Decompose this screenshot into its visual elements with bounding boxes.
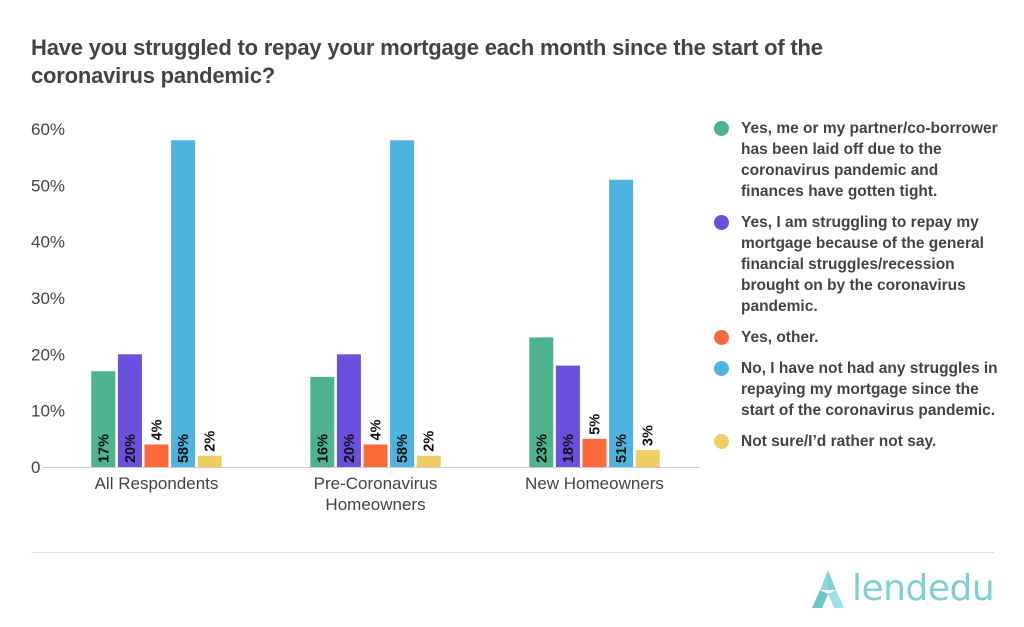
bar — [117, 354, 142, 467]
lendedu-logo: lendedu — [808, 566, 998, 616]
legend-item: Yes, I am struggling to repay my mortgag… — [714, 212, 1004, 317]
chart-title: Have you struggled to repay your mortgag… — [31, 35, 823, 88]
bar — [416, 455, 441, 467]
y-tick-label: 60% — [31, 120, 65, 139]
y-tick-label: 50% — [31, 176, 65, 195]
bar — [336, 354, 361, 467]
legend-item: Yes, other. — [714, 327, 1004, 348]
data-label: 16% — [315, 434, 331, 463]
bar — [91, 371, 116, 467]
bar — [197, 455, 222, 467]
logo-wordmark: lendedu — [852, 568, 995, 609]
legend: Yes, me or my partner/co-borrower has be… — [714, 118, 1004, 462]
bar — [310, 376, 335, 467]
bar — [390, 140, 415, 467]
bar — [529, 337, 554, 467]
legend-swatch — [714, 330, 729, 345]
legend-swatch — [714, 434, 729, 449]
x-tick-label: New Homeowners — [525, 474, 664, 493]
legend-item: Yes, me or my partner/co-borrower has be… — [714, 118, 1004, 202]
legend-swatch — [714, 121, 729, 136]
bar — [144, 444, 169, 467]
data-label: 20% — [342, 434, 358, 463]
bar — [363, 444, 388, 467]
x-tick-label: All Respondents — [95, 474, 219, 493]
data-label: 3% — [641, 425, 657, 446]
bar — [171, 140, 196, 467]
data-label: 17% — [96, 434, 112, 463]
y-tick-label: 20% — [31, 345, 65, 364]
data-label: 58% — [395, 434, 411, 463]
y-tick-label: 40% — [31, 233, 65, 252]
data-label: 2% — [422, 431, 438, 452]
data-label: 5% — [588, 414, 604, 435]
bar — [582, 438, 607, 467]
y-tick-label: 10% — [31, 402, 65, 421]
legend-swatch — [714, 361, 729, 376]
x-tick-label: Pre-Coronavirus — [314, 474, 438, 493]
legend-label: Yes, me or my partner/co-borrower has be… — [741, 120, 998, 200]
bar — [609, 179, 634, 467]
legend-label: Not sure/I’d rather not say. — [741, 433, 937, 450]
bar — [635, 450, 660, 467]
data-label: 18% — [561, 434, 577, 463]
y-tick-label: 30% — [31, 289, 65, 308]
legend-label: No, I have not had any struggles in repa… — [741, 360, 998, 419]
legend-item: No, I have not had any struggles in repa… — [714, 358, 1004, 421]
bar — [555, 365, 580, 467]
data-label: 4% — [150, 419, 166, 440]
data-label: 4% — [369, 419, 385, 440]
logo-mark-icon — [812, 570, 844, 608]
legend-label: Yes, other. — [741, 329, 819, 346]
footer-divider — [31, 552, 994, 553]
y-tick-label: 0 — [31, 458, 40, 477]
data-label: 20% — [123, 434, 139, 463]
data-label: 51% — [614, 434, 630, 463]
legend-label: Yes, I am struggling to repay my mortgag… — [741, 214, 984, 315]
legend-item: Not sure/I’d rather not say. — [714, 431, 1004, 452]
data-label: 58% — [176, 434, 192, 463]
legend-swatch — [714, 215, 729, 230]
data-label: 23% — [534, 434, 550, 463]
data-label: 2% — [203, 431, 219, 452]
x-tick-label: Homeowners — [325, 495, 425, 514]
